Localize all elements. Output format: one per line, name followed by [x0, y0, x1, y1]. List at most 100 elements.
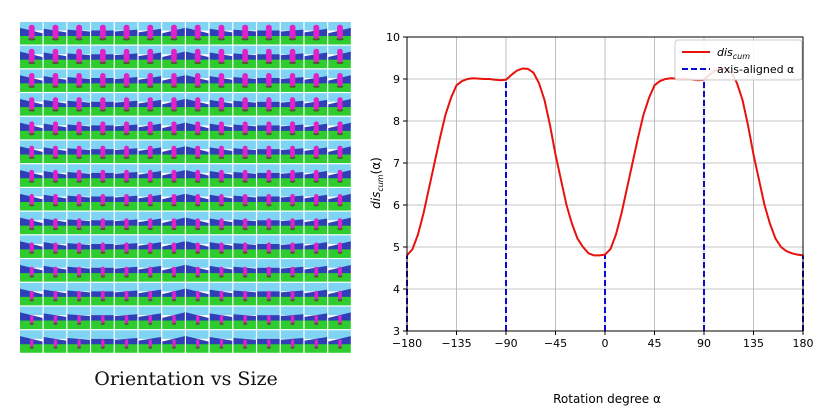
grid-thumbnail — [20, 140, 43, 164]
grid-thumbnail — [186, 259, 209, 282]
grid-thumbnail — [186, 22, 209, 45]
grid-thumbnail — [91, 164, 114, 187]
grid-thumbnail — [138, 235, 162, 258]
grid-thumbnail — [114, 116, 138, 140]
grid-thumbnail — [114, 93, 138, 116]
grid-thumbnail — [233, 93, 256, 116]
grid-thumbnail — [257, 282, 280, 306]
grid-thumbnail — [328, 306, 351, 330]
grid-thumbnail — [91, 116, 114, 140]
grid-thumbnail — [20, 211, 43, 235]
grid-thumbnail — [280, 140, 304, 164]
grid-thumbnail — [20, 22, 43, 45]
grid-thumbnail — [233, 259, 256, 282]
x-tick-label: 0 — [602, 337, 609, 350]
grid-thumbnail — [186, 164, 209, 187]
y-tick-label: 4 — [393, 283, 400, 296]
grid-thumbnail — [328, 282, 351, 306]
grid-thumbnail — [43, 140, 67, 164]
grid-thumbnail — [280, 188, 304, 211]
x-tick-label: 135 — [743, 337, 764, 350]
grid-thumbnail — [67, 45, 90, 69]
y-ticks: 3 4 5 6 7 8 9 10 — [386, 31, 407, 338]
grid-thumbnail — [186, 140, 209, 164]
grid-thumbnail — [67, 69, 90, 92]
y-tick-label: 6 — [393, 199, 400, 212]
grid-thumbnail — [162, 188, 185, 211]
grid-thumbnail — [257, 164, 280, 187]
grid-thumbnail — [209, 259, 233, 282]
grid-thumbnail — [233, 45, 256, 69]
grid-thumbnail — [304, 306, 328, 330]
grid-thumbnail — [257, 116, 280, 140]
grid-thumbnail — [186, 306, 209, 330]
grid-thumbnail — [280, 282, 304, 306]
grid-thumbnail — [257, 22, 280, 45]
grid-thumbnail — [328, 45, 351, 69]
grid-thumbnail — [209, 45, 233, 69]
grid-thumbnail — [257, 188, 280, 211]
grid-thumbnail — [280, 211, 304, 235]
grid-thumbnail — [138, 116, 162, 140]
grid-thumbnail — [304, 140, 328, 164]
grid-thumbnail — [280, 45, 304, 69]
grid-thumbnail — [67, 164, 90, 187]
grid-thumbnail — [114, 45, 138, 69]
grid-thumbnail — [233, 22, 256, 45]
grid-thumbnail — [43, 93, 67, 116]
y-label-suffix: (α) — [369, 157, 383, 174]
grid-thumbnail — [280, 116, 304, 140]
grid-thumbnail — [186, 116, 209, 140]
grid-thumbnail — [304, 259, 328, 282]
grid-thumbnail — [114, 22, 138, 45]
grid-thumbnail — [162, 235, 185, 258]
grid-thumbnail — [186, 69, 209, 92]
grid-thumbnail — [257, 140, 280, 164]
grid-thumbnail — [304, 45, 328, 69]
grid-thumbnail — [162, 211, 185, 235]
grid-thumbnail — [20, 116, 43, 140]
grid-thumbnail — [20, 282, 43, 306]
grid-thumbnail — [233, 211, 256, 235]
grid-thumbnail — [328, 235, 351, 258]
grid-thumbnail — [20, 164, 43, 187]
grid-thumbnail — [138, 259, 162, 282]
grid-thumbnail — [91, 211, 114, 235]
grid-thumbnail — [257, 69, 280, 92]
grid-thumbnail — [328, 330, 351, 353]
grid-thumbnail — [67, 259, 90, 282]
grid-thumbnail — [209, 282, 233, 306]
grid-thumbnail — [20, 235, 43, 258]
grid-thumbnail — [280, 69, 304, 92]
grid-thumbnail — [91, 330, 114, 353]
grid-thumbnail — [114, 211, 138, 235]
grid-thumbnail — [186, 330, 209, 353]
grid-thumbnail — [186, 282, 209, 306]
grid-thumbnail — [43, 259, 67, 282]
grid-thumbnail — [209, 306, 233, 330]
grid-thumbnail — [257, 306, 280, 330]
grid-thumbnail — [114, 235, 138, 258]
grid-thumbnail — [304, 69, 328, 92]
grid-thumbnail — [138, 140, 162, 164]
grid-thumbnail — [304, 235, 328, 258]
grid-thumbnail — [233, 282, 256, 306]
grid-thumbnail — [304, 211, 328, 235]
grid-thumbnail — [114, 259, 138, 282]
grid-thumbnail — [304, 116, 328, 140]
grid-thumbnail — [233, 235, 256, 258]
grid-thumbnail — [209, 188, 233, 211]
grid-thumbnail — [138, 69, 162, 92]
grid-thumbnail — [138, 188, 162, 211]
x-tick-label: −180 — [392, 337, 422, 350]
grid-thumbnail — [91, 306, 114, 330]
grid-thumbnail — [91, 69, 114, 92]
grid-thumbnail — [328, 259, 351, 282]
grid-thumbnail — [233, 164, 256, 187]
x-tick-label: −45 — [544, 337, 567, 350]
grid-thumbnail — [114, 164, 138, 187]
grid-thumbnail — [328, 211, 351, 235]
x-tick-label: −135 — [441, 337, 471, 350]
grid-thumbnail — [43, 22, 67, 45]
